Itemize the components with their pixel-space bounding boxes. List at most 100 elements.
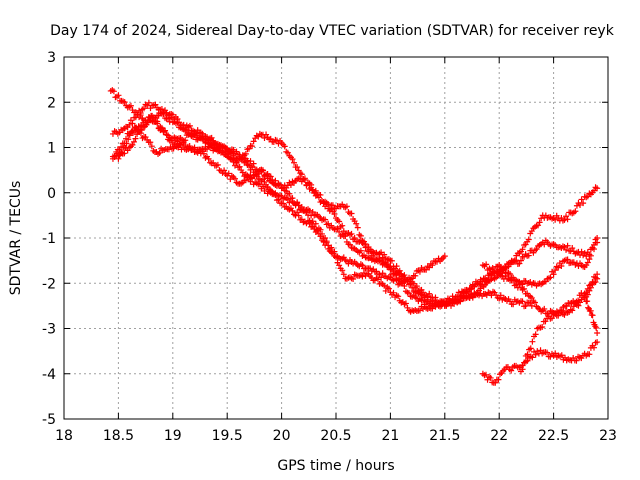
data-point bbox=[319, 230, 326, 237]
data-point bbox=[236, 163, 243, 170]
data-point bbox=[519, 298, 526, 305]
data-point bbox=[531, 299, 538, 306]
data-point bbox=[115, 92, 122, 99]
data-point bbox=[261, 135, 268, 142]
data-point bbox=[480, 275, 487, 282]
data-point bbox=[130, 129, 137, 136]
data-point bbox=[305, 212, 312, 219]
data-point bbox=[287, 182, 294, 189]
data-point bbox=[532, 331, 539, 338]
data-point bbox=[163, 131, 170, 138]
data-point bbox=[412, 272, 419, 279]
x-tick-label: 19.5 bbox=[212, 428, 243, 444]
data-point bbox=[339, 222, 346, 229]
series-track-9 bbox=[583, 298, 601, 337]
data-point bbox=[303, 182, 310, 189]
data-point bbox=[544, 349, 551, 356]
data-point bbox=[591, 241, 598, 248]
data-point bbox=[147, 139, 154, 146]
data-point bbox=[528, 302, 535, 309]
data-point bbox=[350, 275, 357, 282]
data-point bbox=[144, 117, 151, 124]
data-point bbox=[406, 290, 413, 297]
y-tick-label: 3 bbox=[47, 50, 56, 66]
data-point bbox=[511, 257, 518, 264]
data-point bbox=[297, 175, 304, 182]
data-point bbox=[519, 366, 526, 373]
data-point bbox=[214, 161, 221, 168]
data-point bbox=[140, 105, 147, 112]
data-point bbox=[519, 281, 526, 288]
data-point bbox=[589, 312, 596, 319]
data-point bbox=[362, 244, 369, 251]
data-point bbox=[133, 124, 140, 131]
data-point bbox=[125, 136, 132, 143]
data-point bbox=[555, 264, 562, 271]
data-point bbox=[541, 305, 548, 312]
data-point bbox=[487, 374, 494, 381]
data-point bbox=[552, 350, 559, 357]
data-point bbox=[575, 297, 582, 304]
data-point bbox=[225, 170, 232, 177]
data-point bbox=[317, 226, 324, 233]
x-tick-label: 20.5 bbox=[320, 428, 351, 444]
data-point bbox=[502, 264, 509, 271]
data-point bbox=[519, 246, 526, 253]
data-point bbox=[426, 264, 433, 271]
data-point bbox=[309, 218, 316, 225]
data-point bbox=[374, 276, 381, 283]
data-point bbox=[169, 111, 176, 118]
data-point bbox=[552, 216, 559, 223]
data-point bbox=[382, 287, 389, 294]
data-point bbox=[224, 145, 231, 152]
data-point bbox=[295, 202, 302, 209]
data-point bbox=[286, 190, 293, 197]
data-point bbox=[457, 298, 464, 305]
data-point bbox=[536, 219, 543, 226]
data-point bbox=[517, 257, 524, 264]
data-point bbox=[182, 137, 189, 144]
data-point bbox=[289, 207, 296, 214]
data-point bbox=[564, 216, 571, 223]
data-point bbox=[539, 324, 546, 331]
data-point bbox=[378, 274, 385, 281]
data-point bbox=[485, 276, 492, 283]
x-tick-label: 23 bbox=[599, 428, 617, 444]
data-point bbox=[207, 136, 214, 143]
data-point bbox=[593, 324, 600, 331]
data-point bbox=[402, 300, 409, 307]
data-point bbox=[325, 242, 332, 249]
data-point bbox=[583, 289, 590, 296]
data-point bbox=[126, 132, 133, 139]
data-point bbox=[577, 201, 584, 208]
data-point bbox=[152, 101, 159, 108]
data-point bbox=[378, 249, 385, 256]
data-point bbox=[385, 263, 392, 270]
data-point bbox=[407, 280, 414, 287]
data-point bbox=[126, 121, 133, 128]
data-point bbox=[357, 232, 364, 239]
data-point bbox=[533, 246, 540, 253]
data-point bbox=[455, 289, 462, 296]
data-point bbox=[348, 230, 355, 237]
data-point bbox=[174, 115, 181, 122]
data-point bbox=[360, 238, 367, 245]
x-tick-label: 19 bbox=[164, 428, 182, 444]
data-point bbox=[432, 294, 439, 301]
data-point bbox=[429, 262, 436, 269]
data-point bbox=[393, 263, 400, 270]
data-point bbox=[558, 352, 565, 359]
series-track-5 bbox=[115, 124, 601, 315]
data-point bbox=[311, 188, 318, 195]
data-point bbox=[594, 330, 601, 337]
data-point bbox=[589, 278, 596, 285]
data-point bbox=[297, 207, 304, 214]
data-point bbox=[351, 234, 358, 241]
data-point bbox=[305, 179, 312, 186]
data-point bbox=[468, 286, 475, 293]
data-point bbox=[315, 194, 322, 201]
plot-frame bbox=[63, 56, 609, 420]
data-point bbox=[323, 238, 330, 245]
data-point bbox=[121, 99, 128, 106]
x-tick-label: 22.5 bbox=[538, 428, 569, 444]
